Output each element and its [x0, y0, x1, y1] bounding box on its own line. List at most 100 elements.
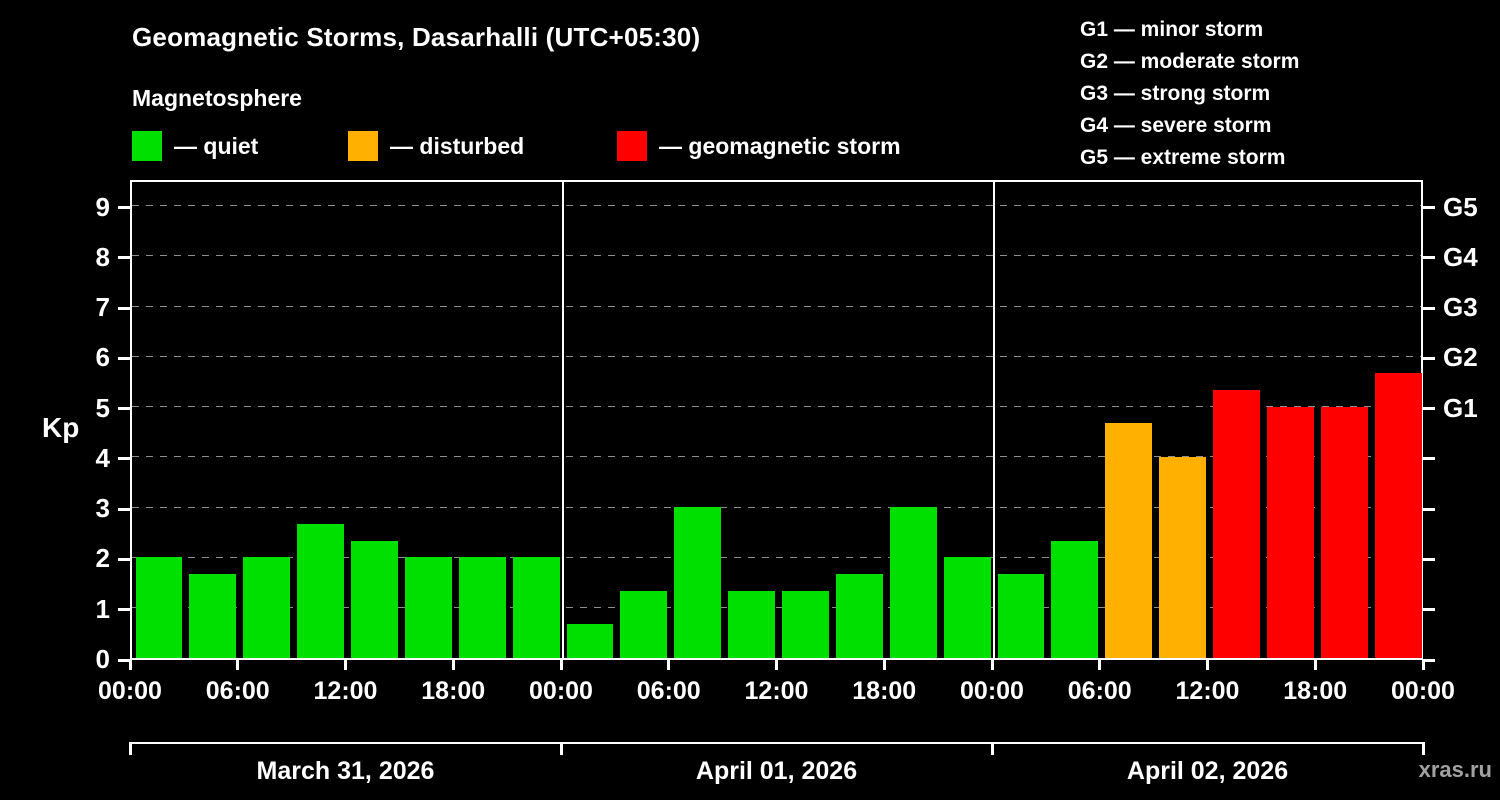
y-axis-tick	[118, 206, 130, 210]
kp-bar	[943, 557, 991, 658]
y-tick-label: 5	[95, 392, 110, 423]
x-axis-tick	[451, 660, 455, 670]
right-axis-label-G4: G4	[1443, 241, 1478, 272]
y-axis-tick	[118, 507, 130, 511]
kp-bar	[189, 574, 237, 658]
day-separator	[993, 182, 995, 658]
y-axis-tick-right	[1423, 658, 1435, 662]
y-axis-tick-right	[1423, 608, 1435, 612]
y-tick-label: 2	[95, 543, 110, 574]
kp-bar	[889, 507, 937, 658]
y-axis-tick	[118, 306, 130, 310]
x-tick-label: 18:00	[852, 677, 917, 705]
plot-area	[130, 180, 1423, 660]
kp-bar	[458, 557, 506, 658]
legend-item-quiet: — quiet	[132, 131, 258, 161]
y-axis-tick-right	[1423, 306, 1435, 310]
kp-bar	[997, 574, 1045, 658]
y-axis-tick	[118, 457, 130, 461]
storm-scale-legend: G1 — minor storm G2 — moderate storm G3 — …	[1080, 14, 1299, 174]
y-axis-tick	[118, 658, 130, 662]
day-separator	[562, 182, 564, 658]
kp-bar	[512, 557, 560, 658]
x-tick-label: 12:00	[744, 677, 809, 705]
x-tick-label: 00:00	[1391, 677, 1455, 705]
x-axis-tick	[1098, 660, 1102, 670]
y-tick-label: 6	[95, 342, 110, 373]
kp-bar	[782, 591, 829, 658]
y-tick-label: 0	[95, 644, 110, 674]
x-tick-label: 00:00	[98, 677, 162, 705]
y-axis-tick-right	[1423, 206, 1435, 210]
gridline-kp-1	[132, 607, 1421, 609]
x-axis-tick	[1313, 660, 1317, 670]
date-axis-tick	[128, 742, 132, 755]
legend-item-storm: — geomagnetic storm	[617, 131, 901, 161]
kp-level-legend: — quiet — disturbed — geomagnetic storm	[0, 131, 1500, 165]
kp-bar	[620, 591, 668, 658]
kp-bar	[404, 557, 452, 658]
storm-scale-item: G2 — moderate storm	[1080, 50, 1300, 73]
gridline-kp-5	[132, 406, 1421, 408]
y-axis-tick-right	[1423, 557, 1435, 561]
subtitle-magnetosphere: Magnetosphere	[132, 85, 302, 111]
x-tick-label: 18:00	[421, 677, 486, 705]
date-axis-tick	[990, 742, 994, 755]
storm-scale-item: G1 — minor storm	[1080, 18, 1264, 41]
x-tick-label: 06:00	[1067, 677, 1132, 705]
legend-label-quiet: — quiet	[174, 132, 259, 159]
y-axis-label: Kp	[42, 412, 80, 443]
x-axis-tick	[667, 660, 671, 670]
kp-bar	[135, 557, 183, 658]
x-tick-label: 00:00	[529, 677, 593, 705]
kp-bar	[1374, 373, 1422, 658]
x-axis-tick	[990, 660, 994, 670]
x-tick-label: 18:00	[1283, 677, 1348, 705]
kp-bar	[1105, 423, 1153, 658]
kp-bar	[835, 574, 883, 658]
legend-swatch-storm	[617, 131, 647, 161]
y-tick-label: 1	[95, 593, 110, 624]
legend-label-storm: — geomagnetic storm	[659, 132, 901, 159]
date-axis-tick	[559, 742, 563, 755]
y-axis-tick	[118, 608, 130, 612]
kp-bar	[1051, 540, 1099, 658]
x-tick-label: 12:00	[313, 677, 378, 705]
gridline-kp-3	[132, 506, 1421, 508]
x-axis-tick	[1421, 660, 1425, 670]
y-tick-label: 9	[95, 191, 110, 222]
right-axis-label-G3: G3	[1443, 292, 1478, 323]
x-axis-tick	[775, 660, 778, 670]
x-axis-tick	[344, 660, 347, 670]
x-axis-tick	[236, 660, 240, 670]
date-axis-tick	[1421, 742, 1425, 755]
kp-bar	[1266, 406, 1314, 658]
y-axis-tick-right	[1423, 256, 1435, 260]
watermark: xras.ru	[1418, 757, 1492, 782]
gridline-kp-8	[132, 255, 1421, 257]
legend-item-disturbed: — disturbed	[348, 131, 524, 161]
y-axis-tick	[118, 256, 130, 260]
right-axis-label-G1: G1	[1443, 392, 1478, 423]
legend-swatch-quiet	[132, 131, 162, 161]
kp-bar	[297, 523, 344, 658]
right-axis-label-G5: G5	[1443, 191, 1478, 222]
x-axis-tick	[559, 660, 563, 670]
gridline-kp-9	[132, 205, 1421, 207]
right-axis-label-G2: G2	[1443, 342, 1478, 373]
gridline-kp-7	[132, 305, 1421, 307]
date-label: April 01, 2026	[695, 757, 858, 785]
x-axis-tick	[882, 660, 886, 670]
kp-bar	[1159, 456, 1206, 658]
legend-label-disturbed: — disturbed	[390, 132, 525, 159]
x-tick-label: 00:00	[960, 677, 1024, 705]
legend-swatch-disturbed	[348, 131, 378, 161]
kp-bar	[243, 557, 291, 658]
x-tick-label: 12:00	[1175, 677, 1240, 705]
y-axis-tick-right	[1423, 407, 1435, 411]
date-label: March 31, 2026	[256, 757, 435, 785]
y-axis-tick-right	[1423, 457, 1435, 461]
x-axis-tick	[1206, 660, 1209, 670]
kp-bar	[1213, 390, 1260, 658]
gridline-kp-6	[132, 355, 1421, 357]
